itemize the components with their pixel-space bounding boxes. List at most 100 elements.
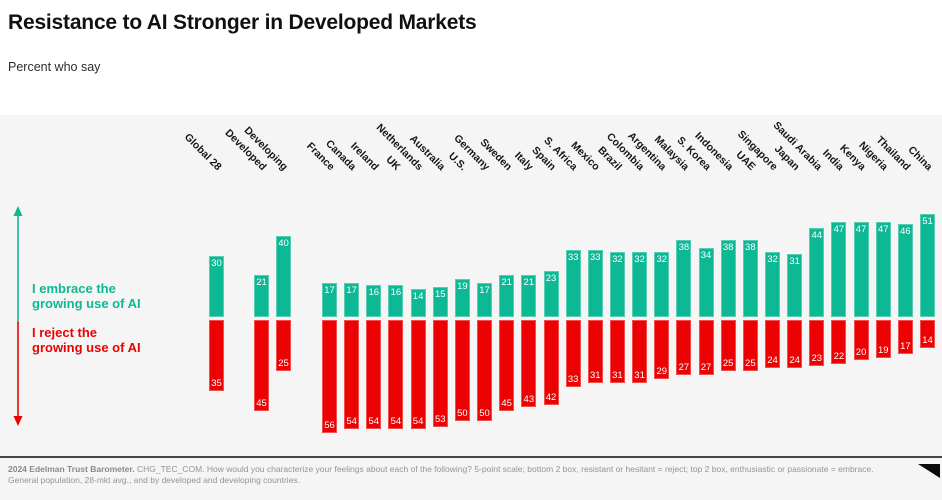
reject-value-label: 35 (211, 377, 222, 389)
reject-bar: 42 (543, 320, 559, 405)
subtitle: Percent who say (8, 60, 101, 74)
embrace-value-label: 47 (855, 224, 867, 236)
embrace-value-label: 23 (545, 272, 557, 284)
reject-value-label: 25 (278, 357, 289, 369)
reject-bar: 29 (654, 320, 670, 379)
embrace-value-label: 44 (811, 230, 823, 242)
embrace-bar: 47 (875, 222, 891, 317)
embrace-value-label: 38 (745, 242, 756, 254)
embrace-legend-label: I embrace the growing use of AI (32, 281, 141, 311)
reject-value-label: 45 (256, 397, 267, 409)
reject-down-arrow-icon (13, 322, 23, 426)
reject-value-label: 54 (368, 416, 380, 428)
embrace-value-label: 33 (567, 252, 579, 264)
embrace-bar: 32 (609, 252, 625, 317)
embrace-bar: 30 (209, 256, 224, 317)
reject-bar: 19 (875, 320, 891, 359)
reject-value-label: 50 (457, 408, 468, 419)
embrace-bar: 19 (454, 278, 470, 317)
reject-value-label: 54 (346, 416, 357, 428)
reject-value-label: 31 (634, 369, 645, 381)
embrace-bar: 21 (254, 274, 269, 317)
reject-value-label: 31 (612, 369, 623, 381)
embrace-value-label: 47 (833, 224, 845, 236)
reject-value-label: 31 (590, 369, 601, 381)
reject-bar: 35 (209, 320, 224, 391)
footer-divider (0, 456, 942, 458)
reject-value-label: 27 (678, 361, 690, 373)
embrace-value-label: 16 (368, 286, 380, 298)
reject-value-label: 54 (412, 416, 424, 428)
embrace-value-label: 46 (900, 226, 911, 238)
reject-bar: 20 (853, 320, 869, 361)
embrace-bar: 32 (654, 252, 670, 317)
reject-value-label: 23 (811, 353, 823, 365)
reject-bar: 54 (366, 320, 382, 430)
reject-value-label: 24 (789, 355, 800, 367)
reject-value-label: 29 (656, 365, 668, 377)
reject-bar: 33 (565, 320, 581, 387)
reject-value-label: 27 (700, 361, 712, 373)
reject-value-label: 43 (523, 393, 535, 405)
embrace-bar: 14 (410, 288, 426, 317)
embrace-bar: 17 (344, 282, 360, 317)
reject-bar: 25 (720, 320, 736, 371)
footer-source: 2024 Edelman Trust Barometer. (8, 464, 135, 474)
embrace-bar: 38 (676, 240, 692, 317)
reject-value-label: 45 (501, 397, 512, 409)
embrace-value-label: 21 (523, 276, 535, 288)
embrace-bar: 34 (698, 248, 714, 317)
reject-value-label: 53 (434, 414, 446, 426)
reject-value-label: 50 (479, 408, 490, 419)
embrace-bar: 21 (499, 274, 515, 317)
reject-bar: 17 (897, 320, 913, 355)
reject-bar: 43 (521, 320, 537, 407)
embrace-value-label: 40 (278, 238, 289, 250)
footer-line1: CHG_TEC_COM. How would you characterize … (137, 464, 874, 474)
reject-legend-label: I reject the growing use of AI (32, 325, 141, 355)
reject-bar: 31 (587, 320, 603, 383)
reject-bar: 45 (499, 320, 515, 411)
reject-value-label: 25 (722, 357, 734, 369)
embrace-value-label: 21 (501, 276, 512, 288)
reject-value-label: 19 (877, 345, 889, 357)
reject-legend-line2: growing use of AI (32, 340, 141, 355)
reject-bar: 14 (920, 320, 936, 349)
embrace-value-label: 17 (324, 284, 335, 296)
embrace-value-label: 33 (590, 252, 601, 264)
embrace-bar: 47 (853, 222, 869, 317)
reject-bar: 31 (632, 320, 648, 383)
embrace-bar: 16 (366, 284, 382, 317)
embrace-bar: 17 (477, 282, 493, 317)
embrace-bar: 40 (276, 236, 291, 317)
reject-value-label: 20 (855, 347, 867, 359)
embrace-value-label: 38 (678, 242, 690, 254)
embrace-legend-line1: I embrace the (32, 281, 116, 296)
embrace-up-arrow-icon (13, 206, 23, 324)
reject-bar: 56 (322, 320, 337, 434)
embrace-value-label: 51 (922, 215, 933, 227)
reject-bar: 24 (765, 320, 780, 369)
embrace-value-label: 32 (634, 254, 645, 266)
embrace-bar: 38 (720, 240, 736, 317)
reject-value-label: 22 (833, 351, 845, 363)
embrace-value-label: 21 (256, 276, 267, 288)
page-title: Resistance to AI Stronger in Developed M… (8, 11, 477, 34)
footer-line2: General population, 28-mkt avg., and by … (8, 475, 301, 485)
reject-bar: 54 (388, 320, 404, 430)
reject-bar: 54 (344, 320, 360, 430)
reject-bar: 31 (609, 320, 625, 383)
embrace-value-label: 14 (412, 290, 424, 302)
embrace-value-label: 38 (722, 242, 734, 254)
reject-bar: 23 (809, 320, 825, 367)
embrace-value-label: 32 (767, 254, 778, 266)
reject-bar: 53 (432, 320, 448, 428)
reject-value-label: 25 (745, 357, 756, 369)
embrace-bar: 44 (809, 228, 825, 317)
reject-bar: 24 (787, 320, 803, 369)
embrace-bar: 47 (831, 222, 847, 317)
embrace-bar: 32 (765, 252, 780, 317)
embrace-value-label: 31 (789, 256, 800, 268)
embrace-bar: 16 (388, 284, 404, 317)
